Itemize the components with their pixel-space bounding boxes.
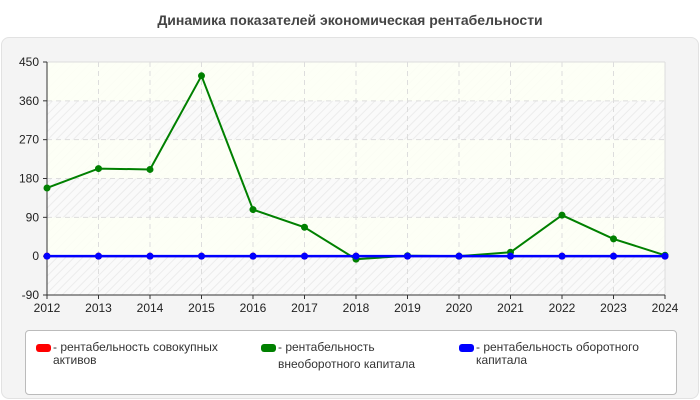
x-tick-label: 2016: [240, 301, 267, 315]
y-tick-label: 360: [19, 94, 39, 108]
x-tick-label: 2014: [137, 301, 164, 315]
data-point[interactable]: [43, 252, 51, 260]
data-point[interactable]: [558, 211, 566, 219]
legend-swatch-blue: [459, 344, 474, 352]
data-point[interactable]: [249, 252, 257, 260]
legend-swatch-green: [261, 344, 276, 352]
x-tick-label: 2022: [549, 301, 576, 315]
x-tick-label: 2013: [85, 301, 112, 315]
x-tick-label: 2020: [446, 301, 473, 315]
y-tick-label: 450: [19, 55, 39, 69]
data-point[interactable]: [43, 184, 51, 192]
chart-title: Динамика показателей экономическая рента…: [157, 12, 543, 28]
data-point[interactable]: [610, 235, 617, 243]
data-point[interactable]: [507, 252, 514, 260]
data-point[interactable]: [146, 252, 154, 260]
y-tick-label: 0: [32, 249, 39, 263]
series-line: [43, 252, 669, 260]
legend-label: - рентабельность совокупных активов: [53, 340, 218, 367]
legend-swatch-red: [36, 344, 51, 352]
data-point[interactable]: [558, 252, 566, 260]
data-point[interactable]: [301, 252, 308, 260]
data-point[interactable]: [352, 252, 360, 260]
data-point[interactable]: [455, 252, 463, 260]
x-tick-label: 2023: [600, 301, 627, 315]
y-tick-label: 270: [19, 133, 39, 147]
x-tick-label: 2012: [34, 301, 61, 315]
data-point[interactable]: [198, 252, 205, 260]
legend-label: - рентабельность оборотного капитала: [476, 340, 639, 367]
data-point[interactable]: [249, 206, 257, 214]
y-tick-label: 180: [19, 172, 39, 186]
data-point[interactable]: [661, 252, 669, 260]
data-point[interactable]: [301, 223, 308, 231]
data-point[interactable]: [404, 252, 411, 260]
y-tick-label: -90: [22, 288, 40, 302]
x-tick-label: 2015: [188, 301, 215, 315]
data-point[interactable]: [95, 165, 102, 173]
x-tick-label: 2018: [343, 301, 370, 315]
data-point[interactable]: [610, 252, 617, 260]
data-point[interactable]: [95, 252, 102, 260]
chart-legend: - рентабельность совокупных активов - ре…: [25, 330, 677, 395]
x-tick-label: 2021: [497, 301, 524, 315]
x-tick-label: 2019: [394, 301, 421, 315]
data-point[interactable]: [146, 165, 154, 173]
legend-label: - рентабельность внеоборотного капитала: [278, 340, 415, 371]
x-tick-label: 2024: [652, 301, 679, 315]
y-tick-label: 90: [26, 210, 40, 224]
data-point[interactable]: [198, 72, 205, 80]
x-tick-label: 2017: [291, 301, 318, 315]
